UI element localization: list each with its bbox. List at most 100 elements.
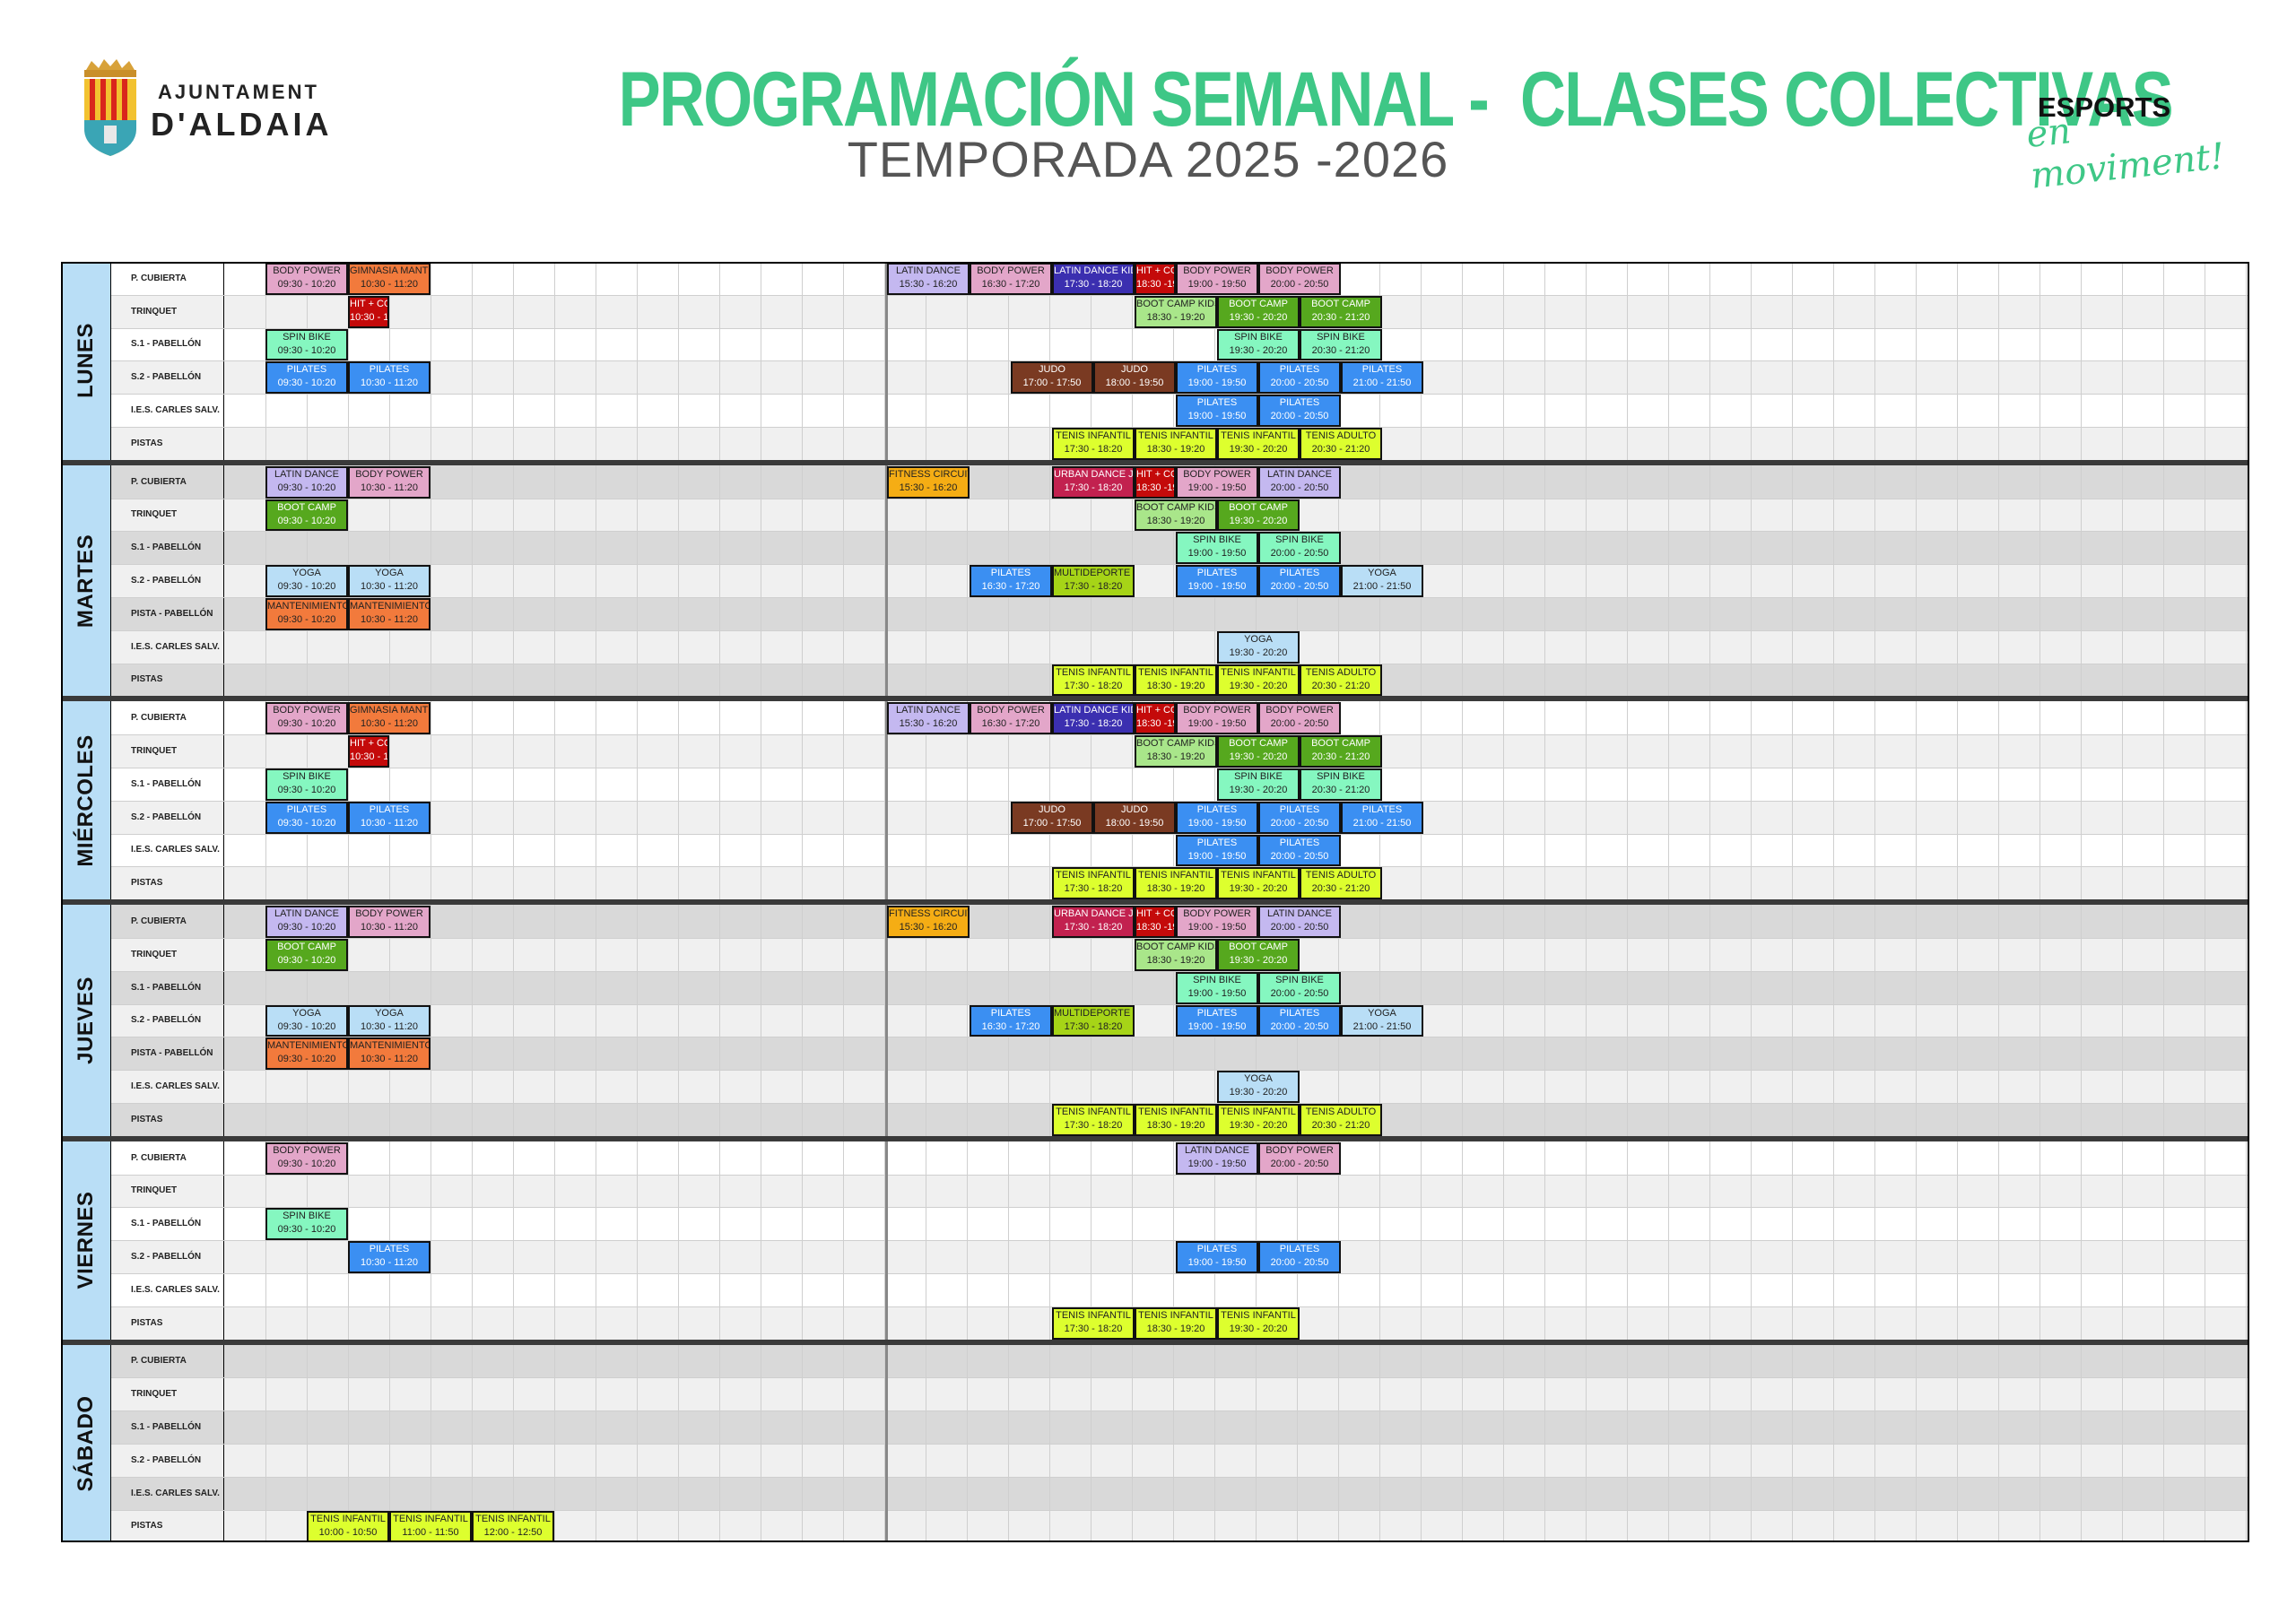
class-event[interactable]: BODY POWER 10:30 - 11:20 [348, 906, 430, 938]
class-event[interactable]: PILATES 21:00 - 21:50 [1341, 361, 1423, 395]
class-event[interactable]: TENIS ADULTO 20:30 - 21:20 [1300, 1104, 1382, 1136]
class-event[interactable]: PILATES 10:30 - 11:20 [348, 361, 430, 395]
class-event[interactable]: BODY POWER 20:00 - 20:50 [1258, 702, 1341, 735]
class-event[interactable]: PILATES 19:00 - 19:50 [1176, 361, 1258, 395]
class-event[interactable]: TENIS INFANTIL 19:30 - 20:20 [1217, 428, 1300, 460]
class-event[interactable]: TENIS ADULTO 20:30 - 21:20 [1300, 664, 1382, 697]
class-event[interactable]: TENIS INFANTIL 19:30 - 20:20 [1217, 1104, 1300, 1136]
class-event[interactable]: SPIN BIKE 20:00 - 20:50 [1258, 532, 1341, 565]
class-event[interactable]: YOGA 09:30 - 10:20 [265, 565, 348, 597]
class-event[interactable]: BOOT CAMP 19:30 - 20:20 [1217, 735, 1300, 768]
class-event[interactable]: BOOT CAMP 19:30 - 20:20 [1217, 295, 1300, 328]
class-event[interactable]: PILATES 20:00 - 20:50 [1258, 395, 1341, 427]
class-event[interactable]: TENIS INFANTIL 11:00 - 11:50 [389, 1510, 472, 1543]
class-event[interactable]: SPIN BIKE 19:30 - 20:20 [1217, 768, 1300, 801]
class-event[interactable]: PILATES 20:00 - 20:50 [1258, 565, 1341, 597]
class-event[interactable]: PILATES 16:30 - 17:20 [970, 1004, 1052, 1037]
class-event[interactable]: JUDO 17:00 - 17:50 [1011, 361, 1093, 395]
class-event[interactable]: PILATES 21:00 - 21:50 [1341, 801, 1423, 834]
class-event[interactable]: SPIN BIKE 09:30 - 10:20 [265, 1208, 348, 1241]
class-event[interactable]: YOGA 19:30 - 20:20 [1217, 1071, 1300, 1103]
class-event[interactable]: PILATES 20:00 - 20:50 [1258, 1004, 1341, 1037]
class-event[interactable]: BOOT CAMP KIDS 18:30 - 19:20 [1135, 499, 1217, 532]
class-event[interactable]: LATIN DANCE 09:30 - 10:20 [265, 465, 348, 499]
class-event[interactable]: GIMNASIA MANTENIMIENTO 10:30 - 11:20 [348, 263, 430, 295]
class-event[interactable]: TENIS INFANTIL 17:30 - 18:20 [1052, 1306, 1135, 1340]
class-event[interactable]: YOGA 21:00 - 21:50 [1341, 1004, 1423, 1037]
class-event[interactable]: TENIS INFANTIL 18:30 - 19:20 [1135, 1306, 1217, 1340]
class-event[interactable]: SPIN BIKE 09:30 - 10:20 [265, 768, 348, 801]
class-event[interactable]: LATIN DANCE 19:00 - 19:50 [1176, 1141, 1258, 1175]
class-event[interactable]: HIT + CORE 18:30 -19:00 [1135, 702, 1176, 735]
class-event[interactable]: FITNESS CIRCUIT 15:30 - 16:20 [887, 906, 970, 938]
class-event[interactable]: URBAN DANCE JOVE 17:30 - 18:20 [1052, 906, 1135, 938]
class-event[interactable]: HIT + CORE 18:30 -19:00 [1135, 465, 1176, 499]
class-event[interactable]: BOOT CAMP 09:30 - 10:20 [265, 499, 348, 532]
class-event[interactable]: BODY POWER 20:00 - 20:50 [1258, 263, 1341, 295]
class-event[interactable]: FITNESS CIRCUIT 15:30 - 16:20 [887, 465, 970, 499]
class-event[interactable]: TENIS INFANTIL 18:30 - 19:20 [1135, 1104, 1217, 1136]
class-event[interactable]: URBAN DANCE JOVE 17:30 - 18:20 [1052, 465, 1135, 499]
class-event[interactable]: BODY POWER 19:00 - 19:50 [1176, 702, 1258, 735]
class-event[interactable]: TENIS INFANTIL 17:30 - 18:20 [1052, 1104, 1135, 1136]
class-event[interactable]: SPIN BIKE 20:30 - 21:20 [1300, 768, 1382, 801]
class-event[interactable]: HIT + CORE 10:30 - 11:00 [348, 295, 389, 328]
class-event[interactable]: BOOT CAMP 20:30 - 21:20 [1300, 735, 1382, 768]
class-event[interactable]: MULTIDEPORTE KIDS17:30 - 18:20 [1052, 1004, 1135, 1037]
class-event[interactable]: SPIN BIKE 19:00 - 19:50 [1176, 532, 1258, 565]
class-event[interactable]: BOOT CAMP 20:30 - 21:20 [1300, 295, 1382, 328]
class-event[interactable]: BOOT CAMP KIDS 18:30 - 19:20 [1135, 735, 1217, 768]
class-event[interactable]: BODY POWER 16:30 - 17:20 [970, 702, 1052, 735]
class-event[interactable]: PILATES 09:30 - 10:20 [265, 801, 348, 834]
class-event[interactable]: PILATES 10:30 - 11:20 [348, 801, 430, 834]
class-event[interactable]: SPIN BIKE 20:30 - 21:20 [1300, 328, 1382, 361]
class-event[interactable]: LATIN DANCE 09:30 - 10:20 [265, 906, 348, 938]
class-event[interactable]: GIMNASIA MANTENIMIENTO 10:30 - 11:20 [348, 702, 430, 735]
class-event[interactable]: BODY POWER 20:00 - 20:50 [1258, 1141, 1341, 1175]
class-event[interactable]: JUDO 18:00 - 19:50 [1093, 801, 1176, 834]
class-event[interactable]: PILATES 19:00 - 19:50 [1176, 834, 1258, 867]
class-event[interactable]: BODY POWER 09:30 - 10:20 [265, 1141, 348, 1175]
class-event[interactable]: TENIS INFANTIL 19:30 - 20:20 [1217, 664, 1300, 697]
class-event[interactable]: YOGA 09:30 - 10:20 [265, 1004, 348, 1037]
class-event[interactable]: JUDO 17:00 - 17:50 [1011, 801, 1093, 834]
class-event[interactable]: TENIS INFANTIL 17:30 - 18:20 [1052, 428, 1135, 460]
class-event[interactable]: BOOT CAMP 19:30 - 20:20 [1217, 939, 1300, 971]
class-event[interactable]: BODY POWER 09:30 - 10:20 [265, 263, 348, 295]
class-event[interactable]: LATIN DANCE KIDS 17:30 - 18:20 [1052, 702, 1135, 735]
class-event[interactable]: YOGA 19:30 - 20:20 [1217, 630, 1300, 664]
class-event[interactable]: PILATES 19:00 - 19:50 [1176, 565, 1258, 597]
class-event[interactable]: TENIS ADULTO 20:30 - 21:20 [1300, 428, 1382, 460]
class-event[interactable]: LATIN DANCE 15:30 - 16:20 [887, 263, 970, 295]
class-event[interactable]: SPIN BIKE 09:30 - 10:20 [265, 328, 348, 361]
class-event[interactable]: BODY POWER 19:00 - 19:50 [1176, 465, 1258, 499]
class-event[interactable]: SPIN BIKE 19:00 - 19:50 [1176, 971, 1258, 1004]
class-event[interactable]: TENIS INFANTIL 17:30 - 18:20 [1052, 867, 1135, 900]
class-event[interactable]: PILATES 10:30 - 11:20 [348, 1241, 430, 1273]
class-event[interactable]: LATIN DANCE KIDS 17:30 - 18:20 [1052, 263, 1135, 295]
class-event[interactable]: PILATES 16:30 - 17:20 [970, 565, 1052, 597]
class-event[interactable]: HIT + CORE 18:30 -19:00 [1135, 906, 1176, 938]
class-event[interactable]: PILATES 19:00 - 19:50 [1176, 395, 1258, 427]
class-event[interactable]: YOGA 10:30 - 11:20 [348, 565, 430, 597]
class-event[interactable]: LATIN DANCE 20:00 - 20:50 [1258, 465, 1341, 499]
class-event[interactable]: MANTENIMIENTO - EDAD DE ORO 09:30 - 10:20 [265, 598, 348, 630]
class-event[interactable]: BODY POWER 10:30 - 11:20 [348, 465, 430, 499]
class-event[interactable]: PILATES 20:00 - 20:50 [1258, 834, 1341, 867]
class-event[interactable]: PILATES 20:00 - 20:50 [1258, 1241, 1341, 1273]
class-event[interactable]: MULTIDEPORTE KIDS17:30 - 18:20 [1052, 565, 1135, 597]
class-event[interactable]: BOOT CAMP KIDS 18:30 - 19:20 [1135, 295, 1217, 328]
class-event[interactable]: TENIS INFANTIL 19:30 - 20:20 [1217, 867, 1300, 900]
class-event[interactable]: TENIS INFANTIL 10:00 - 10:50 [307, 1510, 389, 1543]
class-event[interactable]: TENIS INFANTIL 12:00 - 12:50 [472, 1510, 554, 1543]
class-event[interactable]: SPIN BIKE 19:30 - 20:20 [1217, 328, 1300, 361]
class-event[interactable]: BOOT CAMP KIDS 18:30 - 19:20 [1135, 939, 1217, 971]
class-event[interactable]: SPIN BIKE 20:00 - 20:50 [1258, 971, 1341, 1004]
class-event[interactable]: TENIS INFANTIL 19:30 - 20:20 [1217, 1306, 1300, 1340]
class-event[interactable]: PILATES 20:00 - 20:50 [1258, 801, 1341, 834]
class-event[interactable]: BOOT CAMP 19:30 - 20:20 [1217, 499, 1300, 532]
class-event[interactable]: TENIS ADULTO 20:30 - 21:20 [1300, 867, 1382, 900]
class-event[interactable]: BODY POWER 19:00 - 19:50 [1176, 906, 1258, 938]
class-event[interactable]: PILATES 19:00 - 19:50 [1176, 1241, 1258, 1273]
class-event[interactable]: MANTENIMIENTO - EDAD DE ORO 10:30 - 11:20 [348, 1037, 430, 1071]
